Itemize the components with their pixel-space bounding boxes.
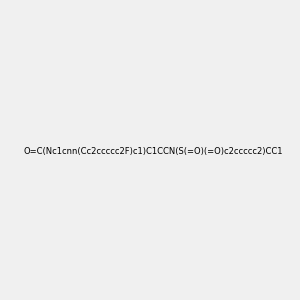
Text: O=C(Nc1cnn(Cc2ccccc2F)c1)C1CCN(S(=O)(=O)c2ccccc2)CC1: O=C(Nc1cnn(Cc2ccccc2F)c1)C1CCN(S(=O)(=O)… bbox=[24, 147, 284, 156]
